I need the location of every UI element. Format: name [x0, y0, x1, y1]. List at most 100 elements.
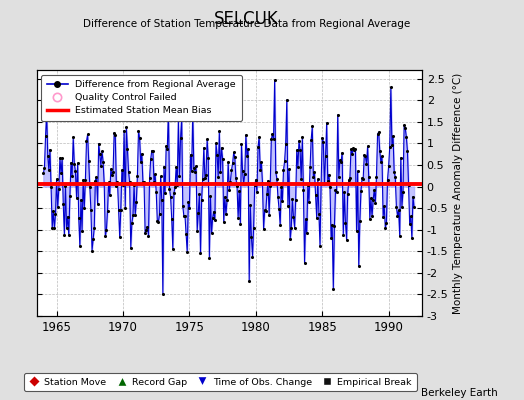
- Point: [62, 225, 71, 231]
- Point: [256, 167, 265, 173]
- Point: [257, 158, 266, 165]
- Point: [223, 197, 231, 203]
- Point: [253, 189, 261, 196]
- Point: [342, 236, 351, 243]
- Point: [185, 204, 193, 211]
- Point: [217, 144, 226, 151]
- Point: [343, 190, 352, 197]
- Point: [47, 184, 55, 190]
- Point: [171, 184, 179, 190]
- Point: [384, 176, 392, 183]
- Point: [258, 180, 267, 186]
- Point: [336, 157, 344, 164]
- Point: [310, 169, 319, 176]
- Point: [235, 188, 244, 194]
- Point: [139, 179, 147, 186]
- Point: [161, 190, 169, 196]
- Point: [374, 131, 382, 138]
- Point: [124, 168, 133, 175]
- Point: [56, 155, 64, 161]
- Point: [252, 176, 260, 183]
- Point: [297, 176, 305, 182]
- Point: [282, 96, 291, 103]
- Point: [208, 230, 216, 236]
- Point: [316, 242, 324, 249]
- Point: [228, 160, 237, 167]
- Point: [195, 191, 203, 198]
- Point: [368, 213, 376, 220]
- Point: [119, 182, 127, 188]
- Point: [369, 197, 377, 203]
- Point: [153, 218, 161, 225]
- Point: [405, 182, 413, 188]
- Point: [224, 159, 232, 165]
- Point: [100, 180, 108, 186]
- Point: [332, 189, 341, 196]
- Point: [48, 225, 57, 232]
- Point: [221, 194, 229, 200]
- Point: [39, 170, 48, 177]
- Point: [183, 249, 191, 255]
- Point: [206, 193, 215, 199]
- Legend: Difference from Regional Average, Quality Control Failed, Estimated Station Mean: Difference from Regional Average, Qualit…: [41, 75, 242, 121]
- Point: [58, 155, 67, 161]
- Text: Difference of Station Temperature Data from Regional Average: Difference of Station Temperature Data f…: [83, 19, 410, 29]
- Point: [406, 220, 414, 227]
- Point: [293, 164, 302, 170]
- Point: [248, 253, 257, 260]
- Point: [396, 233, 404, 239]
- Point: [335, 174, 343, 180]
- Point: [246, 202, 255, 208]
- Point: [51, 211, 60, 217]
- Point: [198, 196, 206, 203]
- Point: [193, 228, 201, 234]
- Point: [108, 172, 116, 178]
- Point: [322, 120, 331, 126]
- Point: [238, 167, 247, 174]
- Point: [70, 161, 79, 167]
- Point: [174, 117, 182, 123]
- Point: [133, 173, 141, 179]
- Point: [234, 214, 242, 221]
- Point: [380, 203, 388, 209]
- Point: [54, 186, 63, 192]
- Point: [264, 177, 272, 184]
- Point: [190, 165, 198, 171]
- Point: [88, 247, 96, 254]
- Point: [298, 134, 307, 140]
- Point: [327, 235, 335, 242]
- Point: [395, 207, 403, 213]
- Point: [376, 148, 384, 154]
- Point: [43, 153, 52, 159]
- Point: [63, 213, 72, 220]
- Point: [250, 182, 259, 188]
- Point: [135, 135, 144, 142]
- Point: [82, 138, 91, 144]
- Point: [274, 194, 282, 200]
- Point: [113, 178, 122, 185]
- Point: [131, 212, 139, 218]
- Point: [170, 190, 178, 196]
- Point: [84, 158, 93, 164]
- Point: [77, 197, 85, 203]
- Point: [85, 184, 94, 190]
- Point: [286, 236, 294, 242]
- Point: [372, 174, 380, 180]
- Point: [400, 122, 408, 128]
- Point: [287, 225, 296, 232]
- Point: [245, 278, 254, 285]
- Point: [74, 215, 83, 222]
- Point: [353, 168, 362, 174]
- Point: [120, 127, 128, 134]
- Point: [407, 213, 415, 220]
- Point: [141, 230, 149, 237]
- Point: [118, 167, 126, 173]
- Y-axis label: Monthly Temperature Anomaly Difference (°C): Monthly Temperature Anomaly Difference (…: [453, 72, 463, 314]
- Point: [367, 195, 375, 202]
- Point: [388, 142, 396, 148]
- Point: [194, 210, 202, 216]
- Point: [41, 133, 50, 140]
- Point: [165, 186, 173, 192]
- Point: [285, 166, 293, 172]
- Point: [319, 139, 328, 146]
